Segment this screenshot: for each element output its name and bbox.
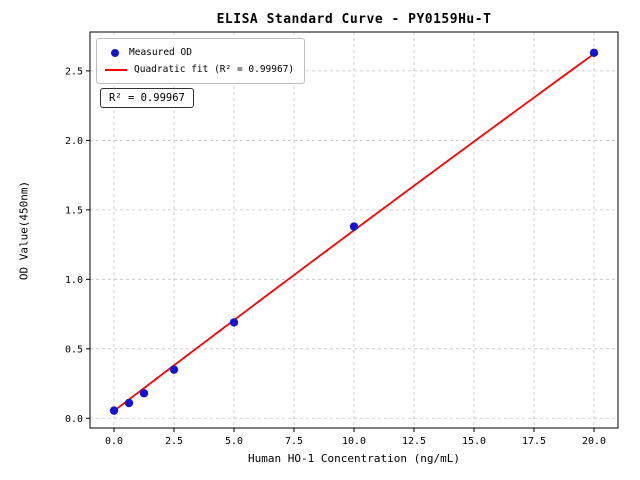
legend-label-measured-od: Measured OD bbox=[129, 47, 192, 58]
x-tick-label: 15.0 bbox=[462, 436, 486, 447]
x-tick-label: 10.0 bbox=[342, 436, 366, 447]
data-point bbox=[589, 48, 599, 58]
data-point bbox=[124, 398, 134, 408]
legend-item-measured-od: Measured OD bbox=[105, 44, 294, 61]
x-tick-label: 2.5 bbox=[165, 436, 183, 447]
y-tick-label: 0.0 bbox=[65, 414, 83, 425]
legend: Measured OD Quadratic fit (R² = 0.99967) bbox=[96, 38, 306, 84]
chart-title: ELISA Standard Curve - PY0159Hu-T bbox=[216, 12, 492, 27]
x-tick-label: 12.5 bbox=[402, 436, 426, 447]
legend-label-quadratic-fit: Quadratic fit (R² = 0.99967) bbox=[134, 64, 295, 75]
data-point bbox=[169, 365, 179, 374]
x-axis-label: Human HO-1 Concentration (ng/mL) bbox=[248, 452, 460, 465]
data-point bbox=[349, 222, 359, 231]
x-tick-label: 0.0 bbox=[105, 436, 123, 447]
x-tick-label: 5.0 bbox=[225, 436, 243, 447]
y-tick-label: 1.5 bbox=[65, 205, 83, 216]
y-tick-label: 1.0 bbox=[65, 275, 83, 286]
legend-item-quadratic-fit: Quadratic fit (R² = 0.99967) bbox=[105, 61, 294, 78]
data-point bbox=[229, 318, 239, 327]
x-tick-label: 20.0 bbox=[582, 436, 606, 447]
scatter-marker-icon bbox=[111, 48, 119, 57]
y-tick-label: 2.0 bbox=[65, 136, 83, 147]
r-squared-annotation: R² = 0.99967 bbox=[100, 88, 194, 108]
x-tick-label: 17.5 bbox=[522, 436, 546, 447]
y-tick-label: 0.5 bbox=[65, 344, 83, 355]
x-tick-label: 7.5 bbox=[285, 436, 303, 447]
line-marker-icon bbox=[105, 68, 127, 71]
data-point bbox=[139, 389, 149, 398]
y-axis-label: OD Value(450nm) bbox=[17, 180, 31, 281]
data-point bbox=[109, 406, 119, 415]
y-tick-label: 2.5 bbox=[65, 66, 83, 77]
